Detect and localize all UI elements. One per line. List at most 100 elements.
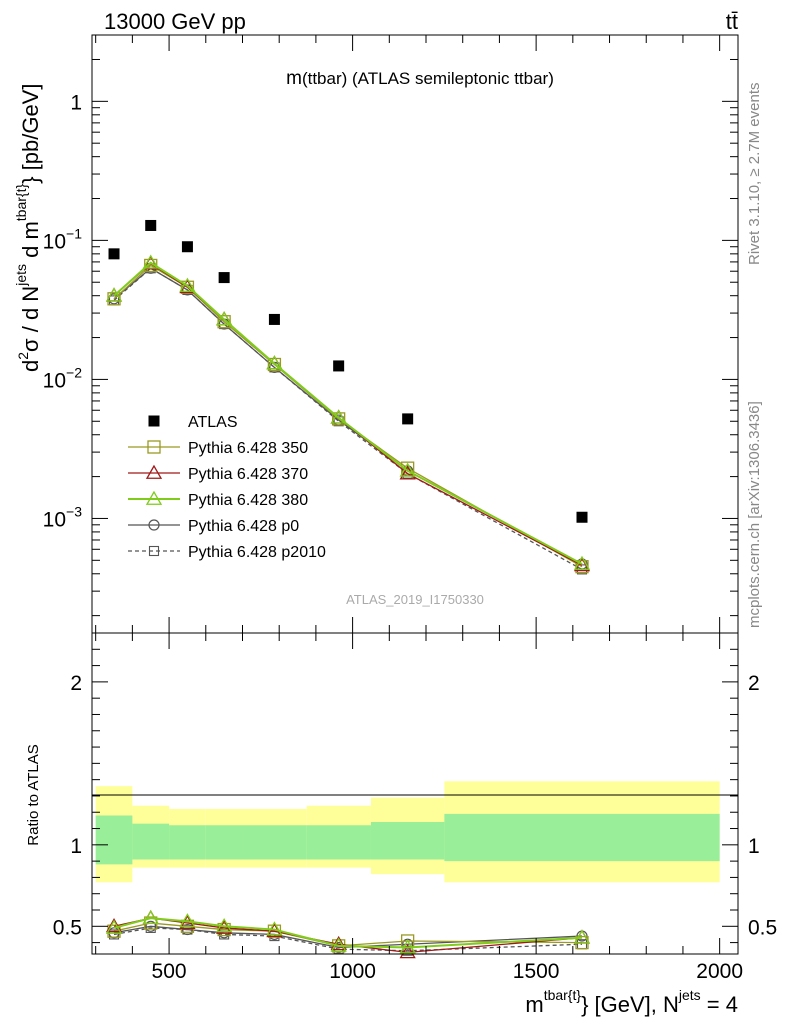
legend-label: Pythia 6.428 350 xyxy=(188,440,308,457)
main-point-atlas xyxy=(268,313,280,325)
main-point-atlas xyxy=(218,272,230,284)
main-y-tick-label: 10−1 xyxy=(43,225,83,253)
main-point-py380 xyxy=(105,287,123,302)
ylabel-part3: d m xyxy=(18,221,43,264)
tick-base: 10 xyxy=(43,508,66,531)
main-point-py380 xyxy=(266,355,283,370)
main-line-p0 xyxy=(113,267,583,565)
legend-marker-py350 xyxy=(147,440,161,454)
legend-label: Pythia 6.428 370 xyxy=(188,466,308,483)
xlabel-part2: } [GeV], N xyxy=(581,992,679,1017)
main-point-py380 xyxy=(330,409,347,424)
legend-marker-data xyxy=(148,415,160,427)
main-y-axis-label: d2σ / d Njets d mtbar{t}} [pb/GeV] xyxy=(13,84,43,372)
legend-marker-p2010 xyxy=(148,545,160,557)
main-point-atlas xyxy=(333,360,345,372)
ratio-point-py370 xyxy=(330,935,347,951)
main-y-tick-label: 10−2 xyxy=(43,364,83,392)
ratio-plot-area xyxy=(105,909,591,959)
ratio-point-py380 xyxy=(142,909,159,925)
ylabel-part2: σ / d N xyxy=(18,286,43,352)
tick-exponent: −1 xyxy=(66,225,82,241)
ylabel-sup3: tbar{t} xyxy=(13,184,29,222)
main-point-py350 xyxy=(332,412,346,426)
legend-label: Pythia 6.428 380 xyxy=(188,492,308,509)
legend: ATLAS Pythia 6.428 350 Pythia 6.428 370 Pyt… xyxy=(128,414,326,561)
tick-exponent: −3 xyxy=(66,503,82,519)
xlabel-part1: m xyxy=(525,992,543,1017)
ratio-y-tick-label-right: 0.5 xyxy=(748,916,777,939)
ratio-point-p0 xyxy=(181,923,194,936)
ratio-point-py380 xyxy=(105,919,123,934)
tick-exponent: −2 xyxy=(66,364,82,380)
ratio-y-tick-label: 2 xyxy=(70,672,82,695)
chart-title: m(ttbar) (ATLAS semileptonic ttbar) xyxy=(286,68,554,89)
ratio-y-axis-label: Ratio to ATLAS xyxy=(25,744,42,845)
ratio-point-py380 xyxy=(399,939,416,954)
ratio-frame xyxy=(91,632,739,955)
ratio-point-py380 xyxy=(330,937,347,952)
ratio-point-py370 xyxy=(105,917,123,933)
main-point-atlas xyxy=(576,511,588,523)
main-point-atlas xyxy=(402,413,414,425)
legend-marker-py370 xyxy=(145,464,163,479)
main-panel: 110−110−210−3 m(ttbar) (ATLAS semilepton… xyxy=(13,34,739,634)
xlabel-part3: = 4 xyxy=(701,992,738,1017)
main-y-tick-label: 10−3 xyxy=(43,503,83,531)
ratio-band-inner xyxy=(132,823,170,860)
ratio-y-tick-label: 1 xyxy=(70,835,82,858)
ratio-y-tick-label: 0.5 xyxy=(53,916,82,939)
main-y-ticks: 110−110−210−3 xyxy=(43,34,738,617)
ratio-line-p0 xyxy=(113,925,583,949)
main-y-tick-label: 1 xyxy=(70,91,82,114)
x-tick-label: 500 xyxy=(152,960,187,983)
main-line-py350 xyxy=(113,264,583,568)
main-point-atlas xyxy=(145,219,157,231)
main-point-py380 xyxy=(179,277,196,292)
ratio-band-inner xyxy=(205,825,243,860)
chart-title-main: m xyxy=(286,68,302,89)
ratio-panel: 0.5 0.5 1 1 2 2 500 1000 1500 2000 Ratio to ATLA… xyxy=(25,632,777,1017)
ratio-point-py370 xyxy=(399,944,416,959)
ylabel-sup2: jets xyxy=(13,264,29,287)
mcplots-label: mcplots.cern.ch [arXiv:1306.3436] xyxy=(746,401,763,628)
ratio-uncertainty-bands xyxy=(95,781,720,883)
main-x-ticks xyxy=(95,35,721,633)
ratio-point-py380 xyxy=(573,929,591,944)
main-point-atlas xyxy=(181,241,193,253)
ylabel-part1: d xyxy=(18,360,43,372)
xlabel-sup2: jets xyxy=(678,987,701,1003)
main-line-py380 xyxy=(113,261,583,565)
main-point-py350 xyxy=(267,357,282,372)
xlabel-sup1: tbar{t} xyxy=(544,987,582,1003)
ratio-y-tick-label-right: 2 xyxy=(748,672,760,695)
x-tick-label: 1500 xyxy=(513,960,560,983)
x-tick-label: 2000 xyxy=(696,960,743,983)
analysis-id: ATLAS_2019_I1750330 xyxy=(346,592,484,607)
main-line-py370 xyxy=(113,262,583,566)
chart-title-rest: (ttbar) (ATLAS semileptonic ttbar) xyxy=(302,69,554,88)
ratio-band-inner xyxy=(306,825,371,860)
ratio-band-inner xyxy=(370,822,445,860)
tick-base: 10 xyxy=(43,369,66,392)
main-point-py380 xyxy=(573,555,591,570)
ylabel-part4: } [pb/GeV] xyxy=(18,84,43,184)
ratio-band-inner xyxy=(242,825,307,860)
ratio-point-py380 xyxy=(179,913,196,928)
ratio-band-inner xyxy=(169,825,206,860)
main-point-py380 xyxy=(142,254,159,269)
ratio-y-tick-label-right: 1 xyxy=(748,835,760,858)
legend-label: ATLAS xyxy=(188,414,238,431)
legend-label: Pythia 6.428 p2010 xyxy=(188,544,326,561)
legend-marker-p0 xyxy=(148,519,160,531)
ratio-point-p0 xyxy=(145,920,157,932)
ratio-y-ticks: 0.5 0.5 1 1 2 2 xyxy=(53,648,777,944)
process-label: tt̄ xyxy=(726,9,738,34)
main-point-py380 xyxy=(399,462,416,477)
rivet-label: Rivet 3.1.10, ≥ 2.7M events xyxy=(746,83,763,266)
ratio-point-py380 xyxy=(216,917,233,933)
energy-label: 13000 GeV pp xyxy=(104,9,246,34)
x-tick-label: 1000 xyxy=(329,960,376,983)
ratio-band-inner xyxy=(95,815,133,865)
